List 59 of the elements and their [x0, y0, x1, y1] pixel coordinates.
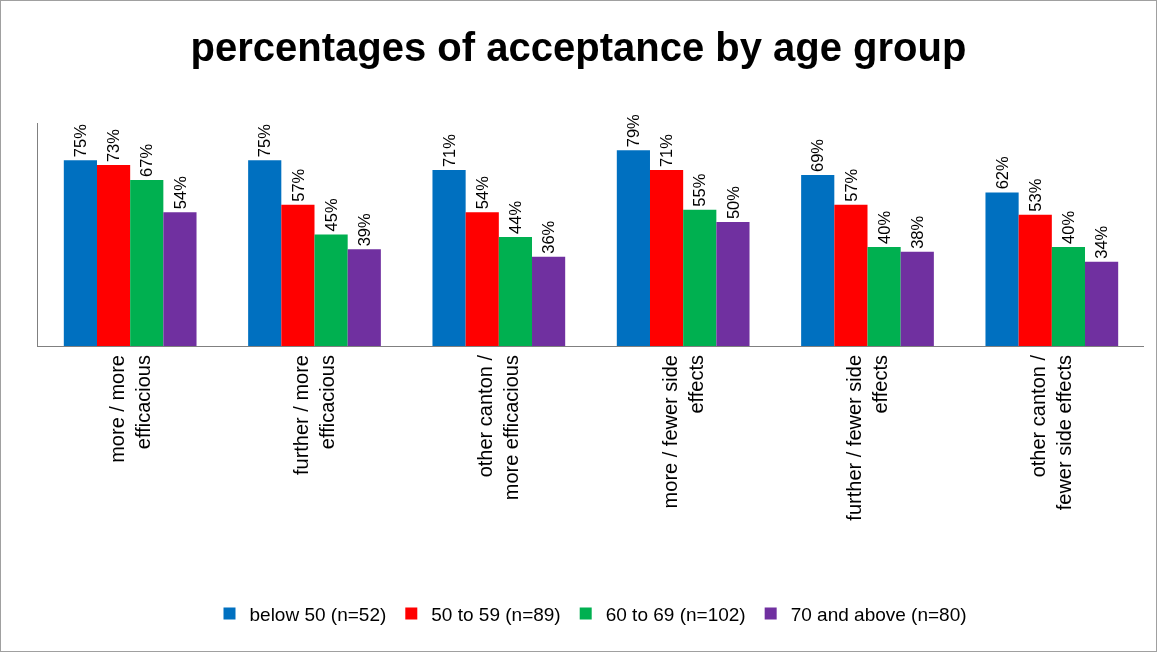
- legend-label: 70 and above (n=80): [790, 603, 967, 625]
- data-label: 73%: [104, 128, 124, 163]
- data-label: 71%: [439, 133, 459, 168]
- bar: [163, 212, 197, 346]
- x-tick-label: further / more efficacious: [290, 355, 338, 476]
- bar: [498, 236, 533, 346]
- bar: [900, 251, 934, 346]
- x-tick-label: more / fewer side effects: [658, 355, 707, 509]
- data-label: 67%: [137, 143, 157, 177]
- data-label: 55%: [690, 173, 710, 207]
- data-label: 57%: [288, 168, 308, 202]
- bar: [716, 222, 750, 346]
- bar: [1085, 261, 1119, 346]
- bar: [834, 204, 868, 346]
- bar: [248, 160, 282, 346]
- data-label: 53%: [1025, 178, 1045, 212]
- bar: [649, 170, 684, 346]
- data-label: 45%: [321, 198, 341, 232]
- bar: [985, 192, 1019, 346]
- x-tick-label: other canton / more efficacious: [474, 354, 523, 501]
- data-label: 75%: [71, 123, 91, 158]
- bar: [281, 204, 315, 346]
- bar: [1018, 214, 1052, 346]
- data-label: 57%: [841, 168, 861, 202]
- x-tick-label: other canton / fewer side effects: [1027, 354, 1076, 511]
- bar: [432, 170, 466, 346]
- data-label: 71%: [657, 133, 677, 168]
- x-tick-label: more / more efficacious: [105, 355, 154, 463]
- data-label: 75%: [255, 123, 275, 158]
- bar: [532, 256, 566, 346]
- bar: [130, 179, 164, 346]
- data-label: 34%: [1092, 225, 1112, 259]
- x-tick-label: further / fewer side effects: [843, 355, 891, 521]
- data-label: 50%: [723, 185, 743, 220]
- data-label: 40%: [874, 210, 894, 244]
- data-label: 38%: [907, 215, 927, 249]
- chart-title: percentages of acceptance by age group: [190, 24, 967, 69]
- bar: [465, 212, 499, 346]
- data-label: 54%: [472, 175, 492, 210]
- legend-label: 50 to 59 (n=89): [431, 603, 561, 625]
- bar: [314, 234, 348, 346]
- data-label: 79%: [624, 113, 644, 148]
- bar: [347, 249, 381, 346]
- data-label: 39%: [354, 212, 374, 247]
- bar: [801, 175, 835, 346]
- bar: [616, 150, 650, 346]
- data-label: 44%: [506, 200, 526, 234]
- bar: [683, 209, 717, 346]
- bar: [96, 165, 131, 346]
- bar: [63, 160, 97, 346]
- legend-label: 60 to 69 (n=102): [605, 603, 746, 625]
- legend-label: below 50 (n=52): [249, 603, 387, 625]
- data-label: 62%: [992, 156, 1012, 190]
- bar: [867, 246, 901, 346]
- data-label: 40%: [1059, 210, 1079, 244]
- bar: [1051, 246, 1086, 346]
- data-label: 36%: [539, 220, 559, 254]
- data-label: 54%: [170, 175, 190, 210]
- data-label: 69%: [808, 138, 828, 173]
